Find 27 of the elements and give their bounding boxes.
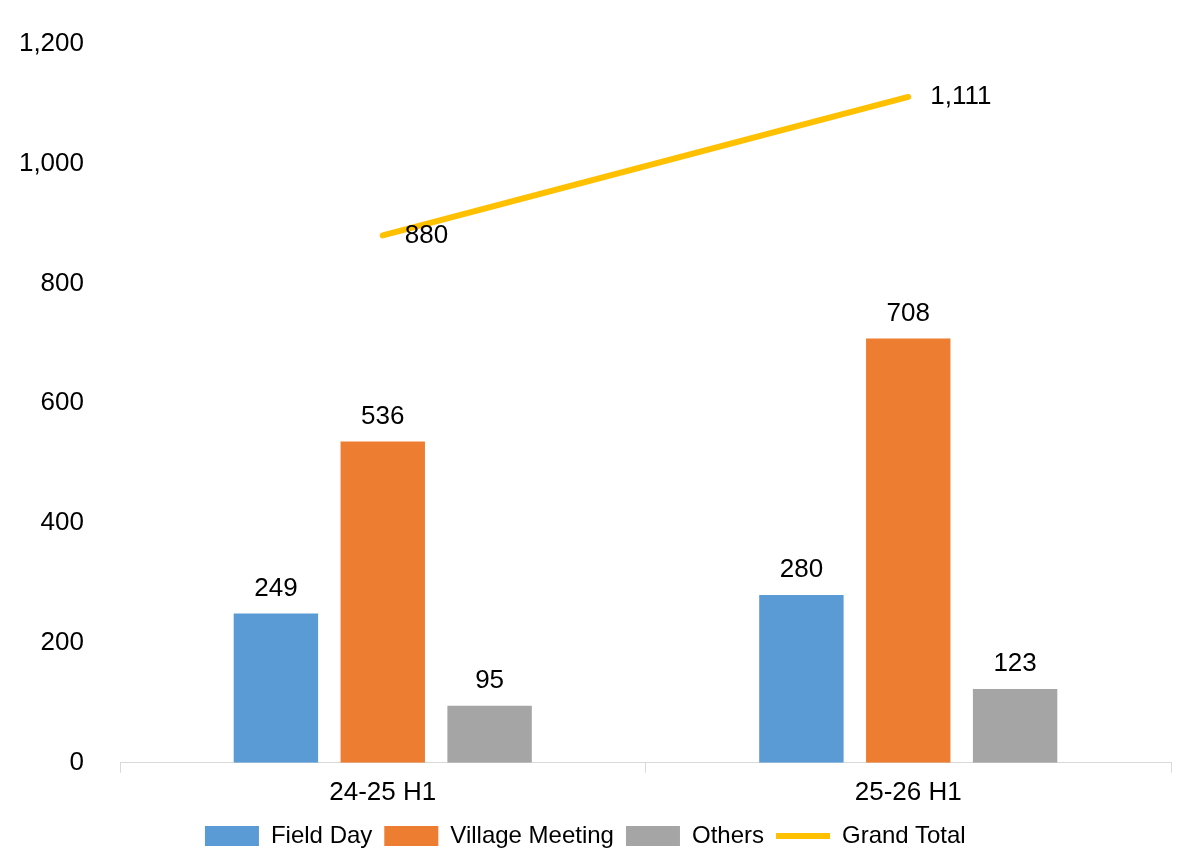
- x-tick-label: 24-25 H1: [329, 775, 437, 806]
- data-label: 280: [779, 553, 824, 584]
- y-tick-label: 200: [40, 626, 84, 657]
- y-tick-label: 1,000: [18, 146, 84, 177]
- data-label: 123: [993, 647, 1037, 678]
- bar: [866, 338, 951, 763]
- legend-label: Others: [691, 820, 764, 848]
- data-label: 708: [886, 296, 930, 327]
- legend-label: Field Day: [270, 820, 373, 848]
- y-tick-label: 1,200: [18, 26, 84, 57]
- y-tick-label: 0: [69, 745, 84, 776]
- data-label: 95: [475, 664, 505, 695]
- bar: [447, 705, 532, 763]
- bar: [972, 689, 1058, 763]
- data-label: 880: [404, 218, 449, 249]
- y-tick-label: 400: [40, 506, 84, 537]
- legend-label: Grand Total: [841, 820, 966, 848]
- bar: [759, 594, 844, 763]
- x-tick-label: 25-26 H1: [854, 775, 962, 806]
- legend-label: Village Meeting: [450, 820, 614, 848]
- y-tick-label: 800: [40, 266, 84, 297]
- bar: [340, 441, 425, 763]
- data-label: 536: [361, 399, 405, 430]
- data-label: 1,111: [930, 80, 992, 111]
- bar: [233, 613, 319, 763]
- y-tick-label: 600: [40, 386, 84, 417]
- data-label: 249: [254, 571, 298, 602]
